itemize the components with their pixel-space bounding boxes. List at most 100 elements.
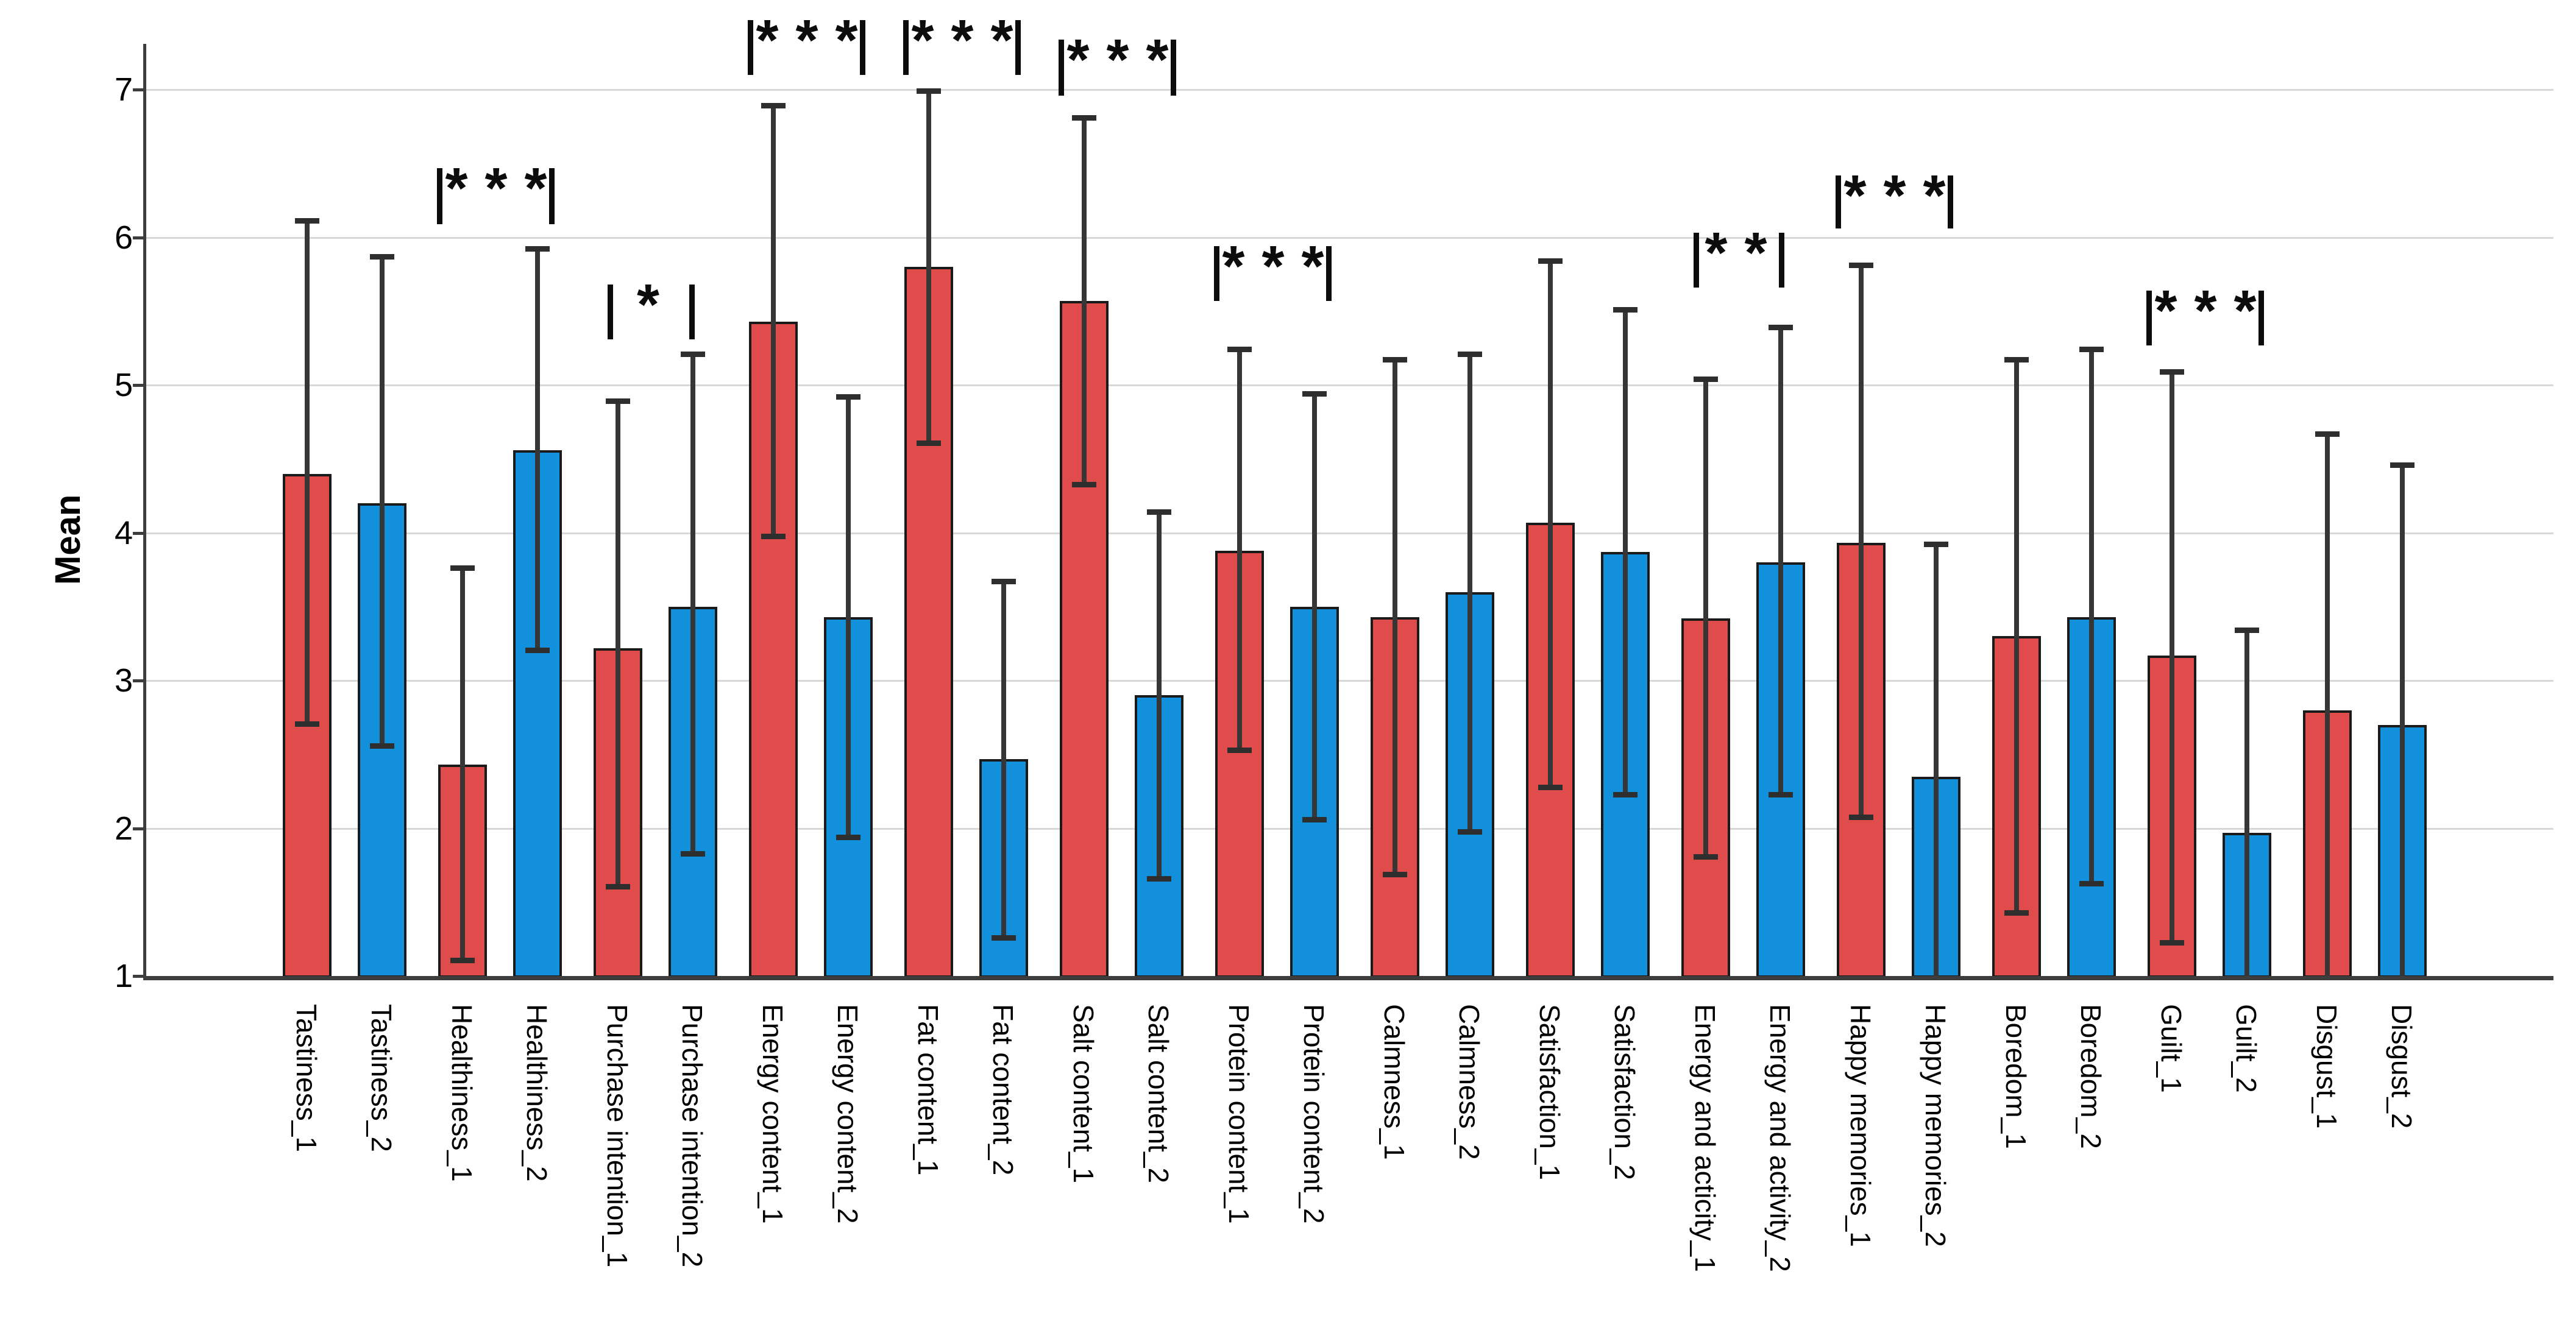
- significance-bracket-left-bar: [1693, 233, 1699, 288]
- gridline-6: [146, 236, 2553, 239]
- y-tick-label: 7: [114, 71, 133, 108]
- error-bar-cap-bottom: [606, 883, 630, 889]
- error-bar-cap-bottom: [525, 647, 550, 653]
- error-bar-cap-top: [525, 246, 550, 252]
- error-bar-cap-bottom: [370, 743, 394, 749]
- significance-bracket-left-bar: [747, 20, 753, 75]
- x-axis-label: Healthiness_2: [521, 1004, 553, 1182]
- error-bar-cap-top: [681, 351, 705, 357]
- x-axis-label: Protein content_2: [1298, 1004, 1330, 1224]
- error-bar-whisker: [305, 219, 310, 725]
- significance-stars: *: [637, 272, 676, 338]
- error-bar-cap-top: [370, 253, 394, 260]
- x-axis-label: Boredom_1: [2000, 1004, 2032, 1149]
- significance-stars: ***: [1843, 163, 1963, 228]
- significance-bracket-right-bar: [1325, 246, 1332, 301]
- error-bar-cap-top: [992, 579, 1016, 585]
- error-bar-cap-top: [761, 103, 786, 109]
- significance-bracket-right-bar: [2258, 290, 2264, 345]
- significance-bracket-right-bar: [1015, 20, 1021, 75]
- error-bar-cap-bottom: [1383, 872, 1407, 878]
- gridline-2: [146, 827, 2553, 830]
- error-bar-whisker: [2325, 432, 2330, 976]
- error-bar-whisker: [535, 247, 540, 651]
- error-bar-cap-top: [1538, 258, 1563, 264]
- y-axis-line: [143, 44, 146, 980]
- error-bar-whisker: [2014, 358, 2019, 914]
- gridline-7: [146, 89, 2553, 91]
- x-axis-label: Happy memories_1: [1845, 1004, 1876, 1247]
- gridline-5: [146, 384, 2553, 386]
- gridline-4: [146, 532, 2553, 534]
- error-bar-cap-top: [2160, 369, 2184, 375]
- error-bar-cap-bottom: [1694, 854, 1718, 860]
- error-bar-whisker: [1703, 377, 1708, 858]
- x-axis-label: Energy content_1: [757, 1004, 789, 1224]
- y-tick-mark: [133, 384, 146, 387]
- error-bar-cap-top: [2079, 347, 2104, 353]
- x-axis-label: Protein content_1: [1223, 1004, 1255, 1224]
- error-bar-cap-bottom: [1538, 785, 1563, 791]
- error-bar-cap-bottom: [450, 957, 475, 963]
- x-axis-label: Calmness_1: [1378, 1004, 1410, 1160]
- y-tick-label: 1: [114, 958, 133, 994]
- y-tick-label: 5: [114, 367, 133, 403]
- error-bar-cap-bottom: [761, 533, 786, 539]
- x-axis-line: [143, 976, 2553, 980]
- error-bar-whisker: [460, 567, 465, 961]
- significance-bracket-right-bar: [859, 20, 865, 75]
- error-bar-cap-bottom: [1147, 876, 1171, 882]
- x-axis-label: Salt content_2: [1143, 1004, 1174, 1184]
- significance-stars: ***: [756, 8, 875, 73]
- y-tick-label: 2: [114, 810, 133, 847]
- error-bar-cap-bottom: [1227, 748, 1252, 754]
- significance-bracket-right-bar: [1947, 175, 1953, 228]
- error-bar-cap-top: [1072, 115, 1096, 121]
- error-bar-cap-top: [606, 398, 630, 405]
- error-bar-whisker: [926, 90, 931, 444]
- significance-bracket-left-bar: [1213, 246, 1219, 301]
- error-bar-whisker: [771, 104, 776, 537]
- error-bar-cap-top: [2004, 357, 2029, 363]
- error-bar-cap-top: [1769, 325, 1793, 330]
- error-bar-whisker: [2244, 629, 2249, 976]
- error-bar-cap-top: [1227, 347, 1252, 353]
- significance-bracket-right-bar: [548, 168, 555, 224]
- y-tick-mark: [133, 975, 146, 978]
- y-tick-mark: [133, 679, 146, 682]
- x-axis-label: Purchase intention_1: [601, 1004, 633, 1268]
- x-axis-label: Tastiness_1: [291, 1004, 322, 1152]
- x-axis-label: Tastiness_2: [366, 1004, 397, 1152]
- significance-stars: ***: [1222, 234, 1341, 299]
- x-axis-label: Salt content_1: [1068, 1004, 1099, 1184]
- x-axis-label: Boredom_2: [2075, 1004, 2107, 1149]
- y-tick-label: 4: [114, 514, 133, 551]
- x-axis-label: Guilt_2: [2230, 1004, 2262, 1093]
- error-bar-whisker: [1934, 543, 1939, 976]
- error-bar-cap-top: [2390, 462, 2415, 468]
- y-tick-label: 6: [114, 219, 133, 256]
- error-bar-whisker: [380, 255, 385, 748]
- error-bar-cap-bottom: [1302, 817, 1327, 823]
- error-bar-cap-top: [1613, 306, 1637, 313]
- error-bar-cap-top: [2315, 431, 2340, 437]
- y-tick-mark: [133, 827, 146, 830]
- error-bar-cap-bottom: [2079, 880, 2104, 886]
- gridline-3: [146, 680, 2553, 682]
- x-axis-label: Fat content_1: [912, 1004, 944, 1176]
- x-axis-label: Energy and activity_2: [1764, 1004, 1796, 1272]
- significance-bracket-left-bar: [1835, 175, 1841, 228]
- error-bar-whisker: [1859, 264, 1864, 818]
- error-bar-whisker: [1001, 580, 1006, 939]
- error-bar-whisker: [1467, 352, 1472, 833]
- error-bar-whisker: [2089, 348, 2094, 885]
- error-bar-cap-bottom: [1769, 792, 1793, 798]
- x-axis-label: Purchase intention_2: [676, 1004, 708, 1268]
- error-bar-cap-bottom: [681, 851, 705, 857]
- x-axis-label: Fat content_2: [987, 1004, 1019, 1176]
- error-bar-cap-top: [1849, 263, 1873, 269]
- error-bar-cap-top: [295, 218, 319, 224]
- error-bar-whisker: [2400, 463, 2405, 976]
- x-axis-label: Healthiness_1: [446, 1004, 478, 1182]
